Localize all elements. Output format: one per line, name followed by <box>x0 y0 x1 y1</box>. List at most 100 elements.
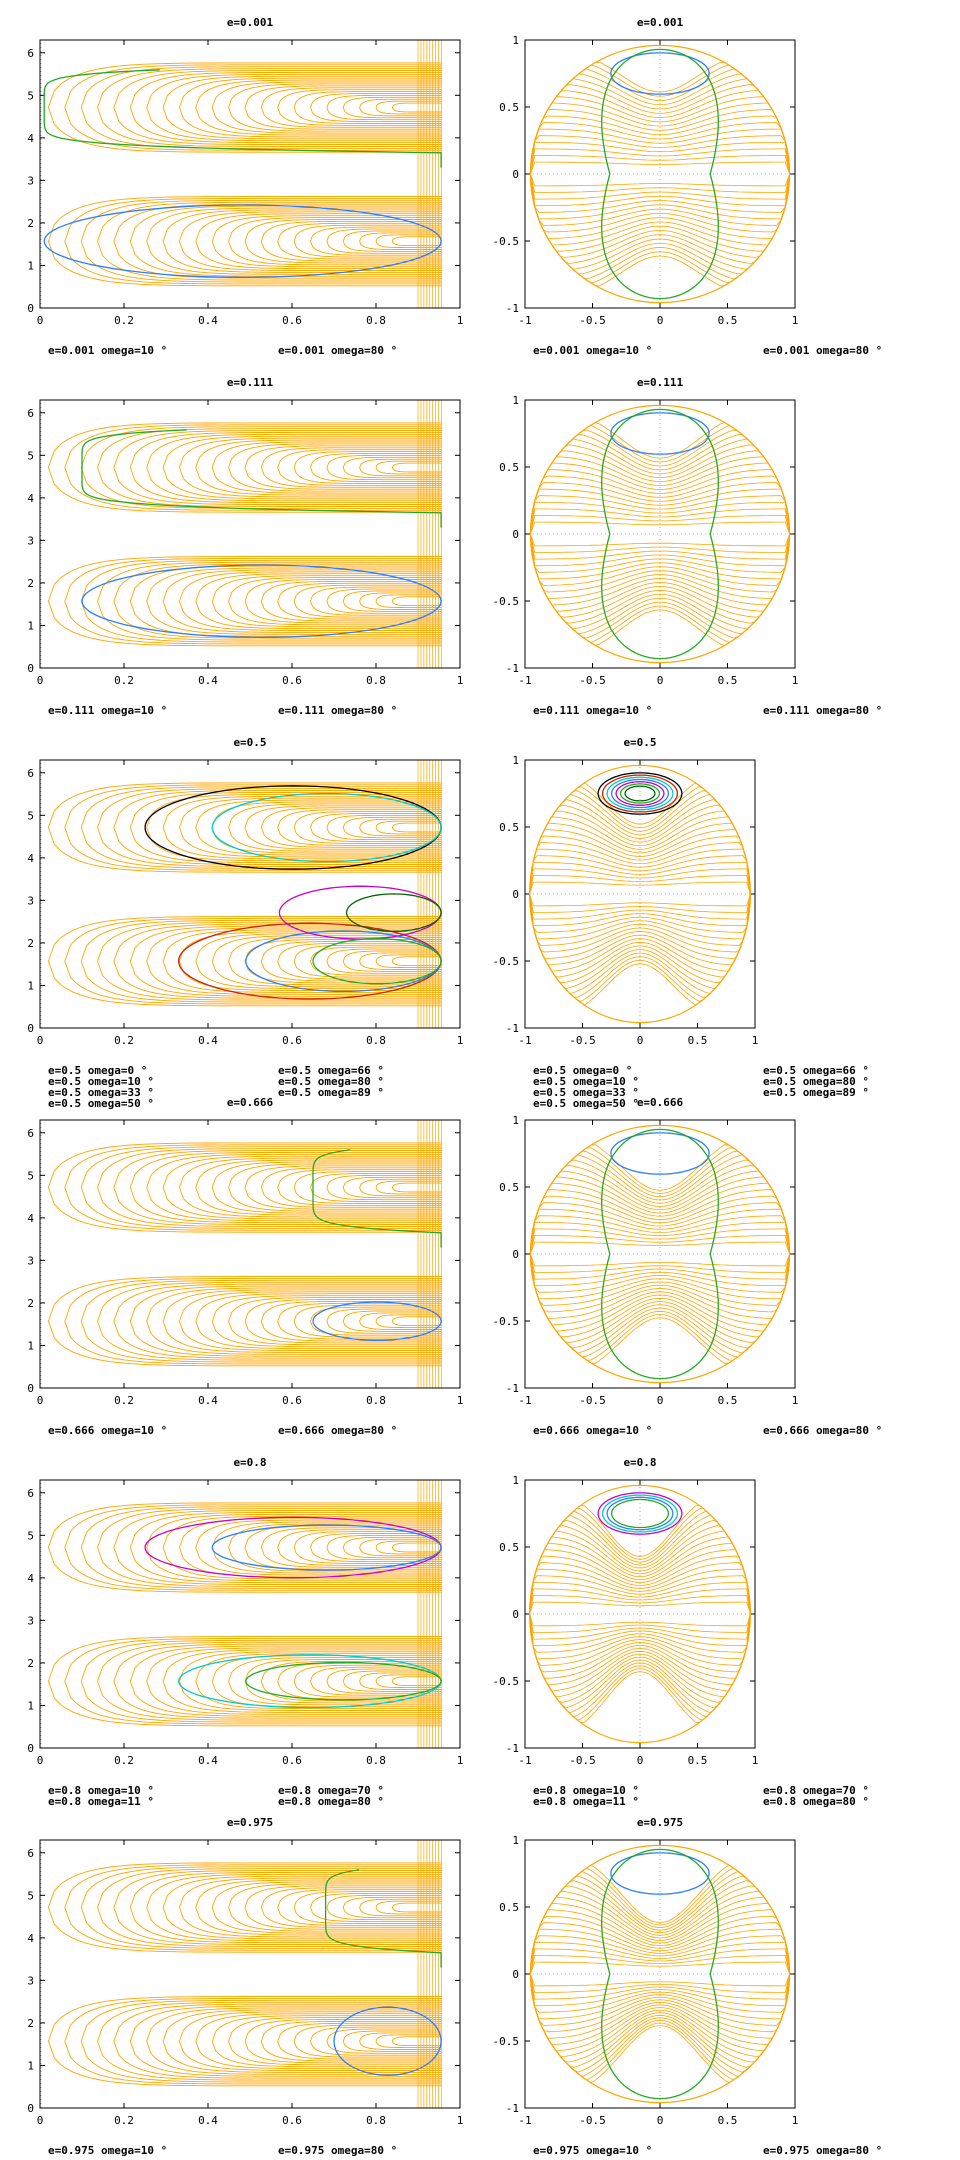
contour-line <box>359 1312 442 1330</box>
x-tick-label: 1 <box>457 674 464 687</box>
contour-line <box>529 1613 751 1724</box>
x-tick-label: 0.6 <box>282 674 302 687</box>
contour-line <box>129 2005 442 2077</box>
contour-line <box>293 811 442 844</box>
chart-10: 0 0.2 0.4 0.6 0.8 1 0 1 2 3 4 5 6 e=0.975 e=0.975 omeg… <box>27 1816 463 2157</box>
contour-line <box>342 1176 442 1199</box>
plot-border <box>39 399 461 669</box>
legend-label: e=0.975 omega=80 ° <box>278 2144 397 2157</box>
y-tick-label: 0 <box>27 1742 34 1755</box>
contour-line <box>342 2030 442 2052</box>
contour-line <box>80 199 442 283</box>
contour-line <box>529 893 751 920</box>
x-tick-label: 0.8 <box>366 1754 386 1767</box>
contour-line <box>64 1504 442 1591</box>
contour-line <box>64 1277 442 1365</box>
legend-label: e=0.8 omega=10 ° <box>533 1784 639 1797</box>
contour-line <box>530 1159 790 1255</box>
contour-line <box>47 196 442 287</box>
contour-line <box>529 1613 751 1697</box>
contour-line <box>178 437 442 498</box>
y-tick-label: 4 <box>27 132 34 145</box>
contour-line <box>529 1536 751 1615</box>
contour-line <box>47 62 442 153</box>
plot-border <box>39 1119 461 1389</box>
contour-line <box>293 2024 442 2058</box>
contour-line <box>391 1316 442 1327</box>
contour-line <box>530 533 790 580</box>
contour-line <box>47 916 442 1007</box>
contour-line <box>310 1306 442 1336</box>
y-tick-label: -1 <box>506 1742 519 1755</box>
contour-line <box>529 1613 751 1718</box>
x-tick-label: 0.2 <box>114 1394 134 1407</box>
contour-line <box>195 213 442 270</box>
y-tick-label: 1 <box>512 754 519 767</box>
contour-line <box>530 115 790 175</box>
contour-line <box>529 1613 751 1647</box>
x-tick-label: 1 <box>457 314 464 327</box>
contour-line <box>310 453 442 483</box>
contour-line <box>129 925 442 997</box>
contour-line <box>530 495 790 535</box>
chart-6: 0 0.2 0.4 0.6 0.8 1 0 1 2 3 4 5 6 e=0.666 e=0.666 omeg… <box>27 1096 463 1437</box>
series-line <box>601 48 719 300</box>
contour-line <box>244 1299 442 1344</box>
contour-line <box>178 1291 442 1351</box>
contour-line <box>178 211 442 271</box>
contour-line <box>260 220 442 262</box>
contour-line <box>195 1879 442 1936</box>
contour-line <box>530 1973 790 2000</box>
series-line <box>81 564 442 638</box>
x-tick-label: 0.5 <box>688 1034 708 1047</box>
x-tick-label: 0.8 <box>366 674 386 687</box>
chart-title: e=0.8 <box>233 1456 266 1469</box>
contour-line <box>530 1948 790 1975</box>
contour-line <box>530 1253 790 1344</box>
contour-line <box>530 141 790 175</box>
contour-line <box>178 1517 442 1578</box>
contour-line <box>342 816 442 839</box>
contour-line <box>129 71 442 144</box>
y-tick-label: -1 <box>506 1022 519 1035</box>
contour-line <box>530 173 790 258</box>
contour-line <box>530 1896 790 1975</box>
contour-line <box>530 533 790 606</box>
contour-line <box>113 1870 442 1945</box>
contour-line <box>530 475 790 535</box>
contour-line <box>530 1253 790 1364</box>
contour-line <box>391 102 442 113</box>
contour-line <box>64 1864 442 1951</box>
contour-line <box>260 447 442 488</box>
contour-line <box>326 94 442 121</box>
contour-line <box>530 90 790 175</box>
y-tick-label: 1 <box>512 394 519 407</box>
contour-line <box>530 422 790 535</box>
y-tick-label: 0 <box>27 1022 34 1035</box>
contour-line <box>80 1146 442 1229</box>
contour-line <box>530 1228 790 1255</box>
contour-line <box>97 561 442 641</box>
contour-line <box>530 1880 790 1975</box>
contour-line <box>530 1150 790 1255</box>
x-tick-label: 0 <box>37 674 44 687</box>
contour-line <box>326 2028 442 2054</box>
contour-line <box>211 81 442 134</box>
contour-line <box>530 1973 790 2007</box>
contour-line <box>146 433 442 502</box>
contour-line <box>113 430 442 505</box>
contour-line <box>64 424 442 511</box>
contour-line <box>530 515 790 535</box>
x-tick-label: -0.5 <box>579 314 606 327</box>
contour-line <box>211 1161 442 1214</box>
contour-line <box>529 782 751 895</box>
contour-line <box>162 75 442 140</box>
contour-line <box>530 1973 790 2039</box>
contour-line <box>529 893 751 978</box>
contour-line <box>277 222 442 260</box>
contour-line <box>326 1668 442 1694</box>
plot-border <box>524 399 796 669</box>
contour-line <box>178 2011 442 2071</box>
contour-line <box>529 816 751 895</box>
contour-line <box>391 1182 442 1193</box>
